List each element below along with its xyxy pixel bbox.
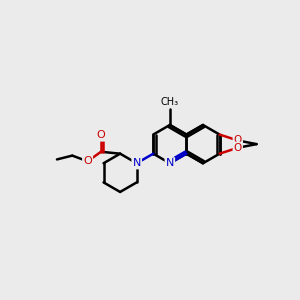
Text: N: N bbox=[166, 158, 174, 168]
Text: O: O bbox=[234, 136, 242, 146]
Text: O: O bbox=[83, 156, 92, 166]
Text: O: O bbox=[97, 130, 105, 140]
Text: N: N bbox=[133, 158, 141, 168]
Text: O: O bbox=[234, 143, 242, 153]
Text: CH₃: CH₃ bbox=[161, 97, 179, 107]
